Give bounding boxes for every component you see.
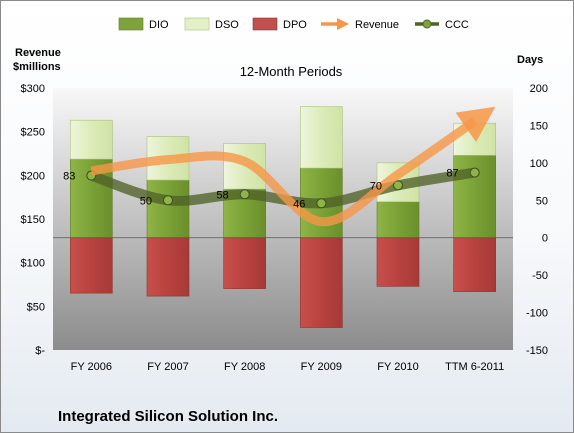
x-tick-label: FY 2009 <box>301 361 342 373</box>
left-axis-title-line1: Revenue <box>15 47 61 59</box>
revenue-series <box>90 106 496 227</box>
revenue-line-path <box>90 106 496 227</box>
legend-swatch-dpo <box>252 17 278 31</box>
legend-label-dpo: DPO <box>283 19 307 31</box>
ccc-data-label: 46 <box>293 198 305 210</box>
ccc-data-label: 70 <box>370 180 382 192</box>
right-tick-label: -50 <box>532 270 548 282</box>
bar-dso <box>70 119 113 160</box>
left-tick-label: $50 <box>27 301 45 313</box>
ccc-data-label: 83 <box>63 171 75 183</box>
left-axis-title-line2: $millions <box>13 61 61 73</box>
right-tick-label: -150 <box>526 345 548 357</box>
bar-dpo <box>70 237 113 294</box>
left-axis: $- $50 $100 $150 $200 $250 $300 <box>21 83 46 357</box>
right-tick-label: -100 <box>526 308 548 320</box>
ccc-series <box>86 167 480 209</box>
legend: DIO DSO DPO Revenue CCC <box>118 17 469 31</box>
ccc-data-label: 58 <box>216 189 228 201</box>
ccc-line-path <box>86 167 480 209</box>
left-tick-label: $300 <box>21 83 45 95</box>
left-tick-label: $150 <box>21 214 45 226</box>
legend-label-dio: DIO <box>149 19 169 31</box>
right-tick-label: 0 <box>542 233 548 245</box>
x-tick-label: TTM 6-2011 <box>445 361 504 373</box>
bar-dpo <box>223 237 266 289</box>
bar-dpo <box>376 237 420 287</box>
x-tick-label: FY 2006 <box>71 361 112 373</box>
left-tick-label: $200 <box>21 170 45 182</box>
ccc-data-label: 87 <box>446 168 458 180</box>
x-tick-label: FY 2007 <box>147 361 188 373</box>
bar-dpo <box>146 237 190 297</box>
right-tick-label: 150 <box>530 120 548 132</box>
legend-swatch-dso <box>184 17 210 31</box>
legend-label-ccc: CCC <box>445 19 469 31</box>
ccc-marker <box>469 167 480 178</box>
ccc-data-labels: 83 50 58 46 70 87 <box>63 168 459 211</box>
right-tick-label: 50 <box>536 195 548 207</box>
legend-label-dso: DSO <box>215 19 239 31</box>
x-tick-label: FY 2010 <box>377 361 418 373</box>
right-tick-label: 100 <box>530 158 548 170</box>
ccc-marker <box>393 180 403 191</box>
legend-swatch-dio <box>118 17 144 31</box>
x-tick-label: FY 2008 <box>224 361 265 373</box>
bar-dio <box>146 179 190 239</box>
chart-subtitle: 12-Month Periods <box>240 64 343 79</box>
bar-dio <box>376 201 420 239</box>
left-tick-label: $- <box>35 345 45 357</box>
ccc-data-label: 50 <box>140 195 152 207</box>
ccc-marker <box>239 189 250 200</box>
left-tick-label: $250 <box>21 127 45 139</box>
left-tick-label: $100 <box>21 258 45 270</box>
company-name: Integrated Silicon Solution Inc. <box>58 408 278 425</box>
right-axis-title: Days <box>517 54 543 66</box>
right-tick-label: 200 <box>530 83 548 95</box>
x-axis: FY 2006 FY 2007 FY 2008 FY 2009 FY 2010 TTM 6… <box>71 361 505 373</box>
legend-marker-ccc <box>422 19 432 29</box>
bar-dpo <box>300 237 343 328</box>
bar-dpo <box>453 237 496 292</box>
bar-dso <box>300 106 343 169</box>
right-axis: -150 -100 -50 0 50 100 150 200 <box>526 83 548 357</box>
legend-label-revenue: Revenue <box>355 19 399 31</box>
ccc-marker <box>316 198 327 209</box>
legend-arrow-revenue <box>337 18 349 30</box>
ccc-marker <box>163 195 173 206</box>
plot-area <box>53 88 513 350</box>
